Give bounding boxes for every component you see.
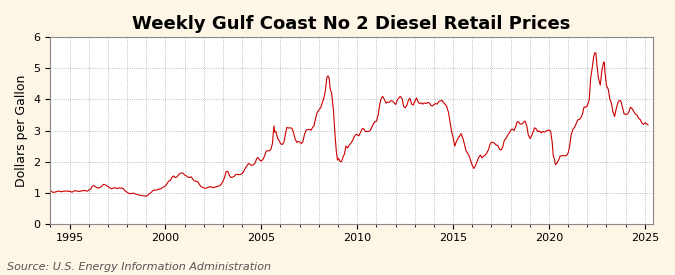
Y-axis label: Dollars per Gallon: Dollars per Gallon [15,74,28,187]
Text: Source: U.S. Energy Information Administration: Source: U.S. Energy Information Administ… [7,262,271,272]
Title: Weekly Gulf Coast No 2 Diesel Retail Prices: Weekly Gulf Coast No 2 Diesel Retail Pri… [132,15,571,33]
